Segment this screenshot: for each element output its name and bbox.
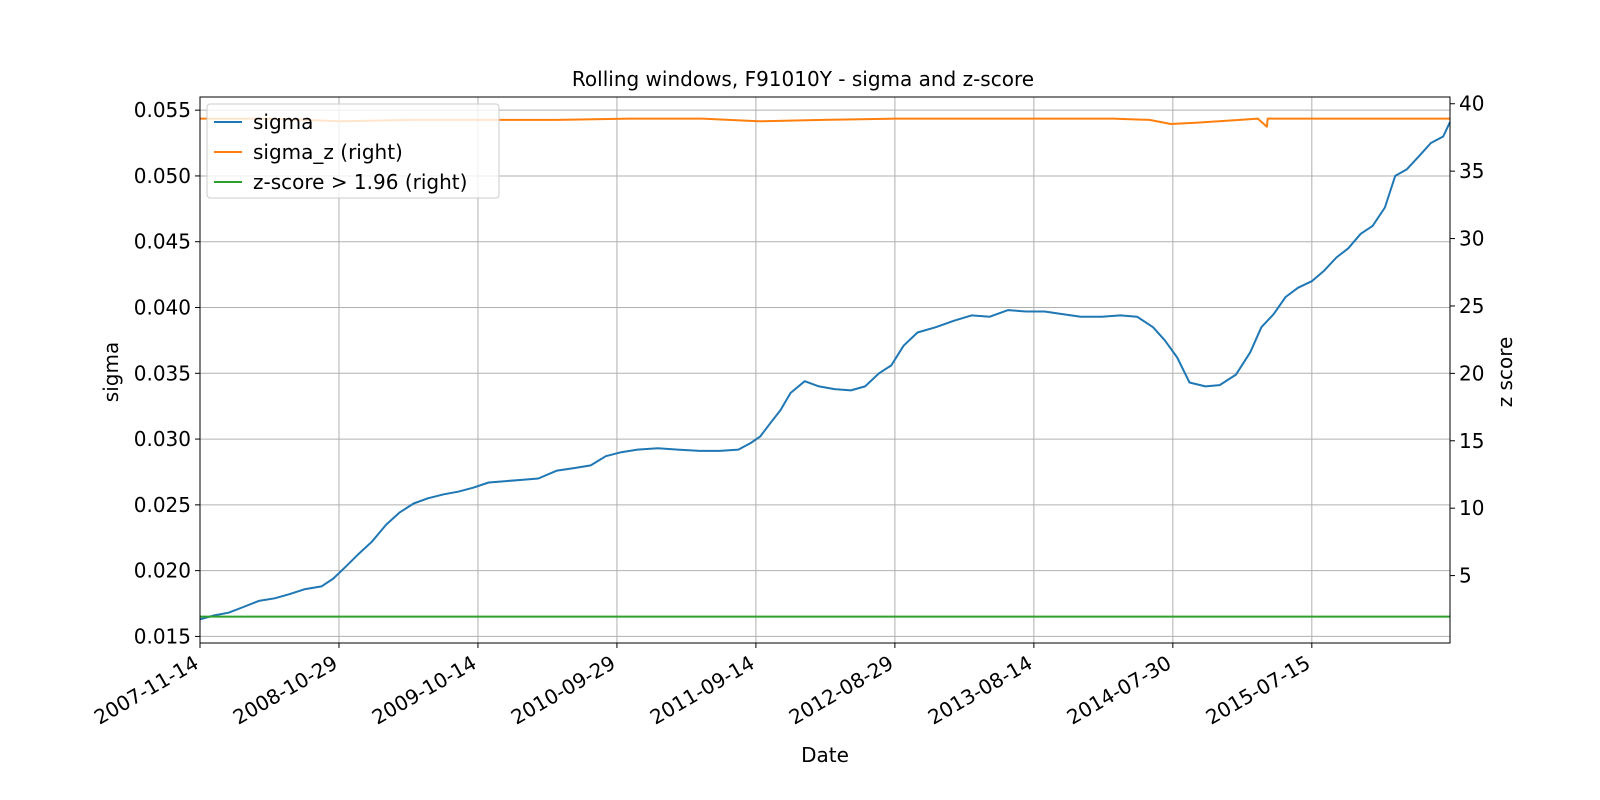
y-tick-label: 0.035 [134,361,191,385]
y-tick-label: 0.030 [134,427,191,451]
chart-title: Rolling windows, F91010Y - sigma and z-s… [572,67,1034,91]
y2-tick-label: 35 [1459,159,1484,183]
legend-label: z-score > 1.96 (right) [253,170,467,194]
y2-tick-label: 30 [1459,227,1484,251]
plot-area-frame [199,96,1451,644]
y2-axis-label: z score [1493,337,1517,408]
y-tick-label: 0.055 [134,98,191,122]
legend-label: sigma_z (right) [253,140,403,164]
y2-tick-label: 10 [1459,496,1484,520]
left-axis: 0.015 0.020 0.025 0.030 0.035 0.040 0.045 0.050… [134,98,200,648]
y-tick-label: 0.050 [134,164,191,188]
y2-tick-label: 5 [1459,564,1472,588]
y-tick-label: 0.045 [134,230,191,254]
right-axis: 5 10 15 20 25 30 35 40 [1450,92,1484,588]
y2-tick-label: 15 [1459,429,1484,453]
y2-tick-label: 40 [1459,92,1484,116]
y2-tick-label: 25 [1459,294,1484,318]
legend-label: sigma [253,110,313,134]
y-axis-label: sigma [99,342,123,402]
y-tick-label: 0.015 [134,624,191,648]
y-tick-label: 0.020 [134,559,191,583]
x-axis-label: Date [801,743,849,767]
series-line-sigma [199,121,1451,621]
y-tick-label: 0.025 [134,493,191,517]
legend-frame [206,103,500,199]
y2-tick-label: 20 [1459,361,1484,385]
legend: sigma sigma_z (right) z-score > 1.96 (righ… [206,103,500,199]
y-tick-label: 0.040 [134,296,191,320]
